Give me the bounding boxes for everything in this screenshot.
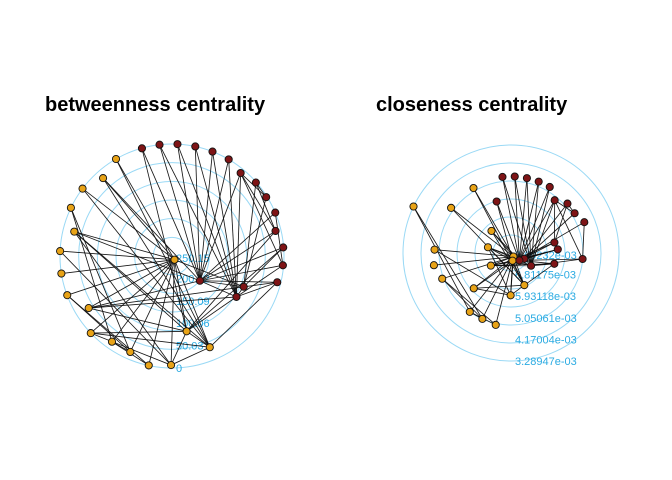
- svg-text:50.03: 50.03: [176, 341, 204, 353]
- svg-text:5.05061e-03: 5.05061e-03: [515, 313, 577, 325]
- svg-text:6.81175e-03: 6.81175e-03: [515, 270, 576, 282]
- svg-text:4.17004e-03: 4.17004e-03: [515, 334, 577, 346]
- svg-text:250.15: 250.15: [176, 253, 210, 265]
- svg-text:3.28947e-03: 3.28947e-03: [515, 356, 577, 368]
- svg-text:0: 0: [176, 363, 182, 375]
- svg-text:5.93118e-03: 5.93118e-03: [515, 291, 576, 303]
